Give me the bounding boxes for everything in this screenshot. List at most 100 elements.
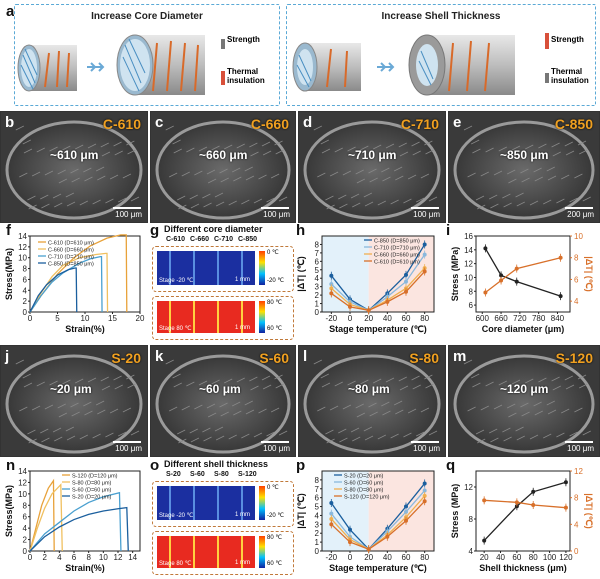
y-tick-label: 4 xyxy=(469,547,474,556)
panel-a-label: a xyxy=(6,3,15,20)
y-tick-label: 12 xyxy=(18,243,27,252)
fiber-strip xyxy=(217,536,219,568)
hot-scale: 1 mm xyxy=(235,325,250,331)
shell-thickness-title: Increase Shell Thickness xyxy=(381,11,501,22)
scale-bar xyxy=(261,207,289,209)
y-tick-label: 4 xyxy=(315,274,320,283)
cold-scale: 1 mm xyxy=(235,512,250,518)
thermal-title: Different core diameter xyxy=(164,224,263,234)
hot-colorbar xyxy=(259,301,265,333)
sample-tag: S-120 xyxy=(555,350,593,366)
y-axis-label: Stress (MPa) xyxy=(450,484,460,539)
y-axis-label: |ΔT| (℃) xyxy=(296,493,306,529)
x-tick-label: 40 xyxy=(383,553,392,562)
legend-entry: S-120 (D=120 μm) xyxy=(344,495,390,501)
panel-q-label: q xyxy=(446,457,456,474)
series-line xyxy=(483,481,567,542)
y-tick-label: 10 xyxy=(18,254,27,263)
sample-tag: S-20 xyxy=(111,350,141,366)
panel-g-thermal-core: Different core diameter C-610 C-660 C-710 C-… xyxy=(150,222,295,340)
sample-tag: S-60 xyxy=(259,350,289,366)
series-line xyxy=(330,483,426,551)
scale-bar-label: 100 μm xyxy=(263,210,290,219)
y-axis-label: Stress(MPa) xyxy=(4,248,14,300)
column-label-c-660: C-660 xyxy=(190,236,210,243)
panel-e-label: e xyxy=(453,114,462,131)
x-tick-label: 0 xyxy=(28,553,33,562)
shell-strength-label: Strength xyxy=(551,35,584,44)
x-tick-label: 840 xyxy=(551,314,565,323)
sem-texture xyxy=(151,346,295,456)
y-right-tick-label: 4 xyxy=(574,520,579,529)
diameter-annotation: ~850 μm xyxy=(500,148,549,162)
x-tick-label: 14 xyxy=(128,553,137,562)
series-line xyxy=(330,495,426,550)
column-label-s-20: S-20 xyxy=(166,471,181,478)
panel-i-label: i xyxy=(446,222,451,239)
x-tick-label: 2 xyxy=(42,553,47,562)
y-tick-label: 0 xyxy=(315,308,320,317)
hot-stage-box: 80 ℃ 60 ℃ Stage 80 ℃ 1 mm xyxy=(152,296,294,340)
panel-f-label: f xyxy=(6,222,11,239)
scale-bar-label: 100 μm xyxy=(567,444,594,453)
fiber-strip xyxy=(241,536,243,568)
panel-g-label: g xyxy=(150,222,160,239)
x-tick-label: -20 xyxy=(326,553,338,562)
legend-entry: S-60 (D=60 μm) xyxy=(344,481,384,487)
fiber-strip xyxy=(217,301,219,333)
x-tick-label: 20 xyxy=(136,314,145,323)
legend-entry: C-610 (D=610 μm) xyxy=(374,260,420,266)
y-right-tick-label: 6 xyxy=(574,275,579,284)
core-thermal-label: Thermal insulation xyxy=(227,67,265,85)
cold-colorbar xyxy=(259,251,265,285)
y-tick-label: 10 xyxy=(464,273,473,282)
x-axis-label: Shell thickness (μm) xyxy=(479,563,567,573)
y-tick-label: 0 xyxy=(315,547,320,556)
y-tick-label: 16 xyxy=(464,232,473,241)
scale-bar-label: 100 μm xyxy=(115,210,142,219)
y-tick-label: 6 xyxy=(315,494,320,503)
scale-bar-label: 200 μm xyxy=(567,210,594,219)
x-tick-label: 120 xyxy=(559,553,573,562)
cold-min-label: -20 ℃ xyxy=(267,278,285,284)
shell-thickness-box: Increase Shell Thickness Strength Therma… xyxy=(286,4,596,106)
legend-entry: S-120 (D=120 μm) xyxy=(72,474,118,480)
x-tick-label: 6 xyxy=(72,553,77,562)
fiber-strip xyxy=(169,251,171,285)
panel-d-label: d xyxy=(303,114,313,131)
hot-stage-label: Stage 80 ℃ xyxy=(159,326,192,332)
legend-entry: C-660 (D=660 μm) xyxy=(48,248,94,254)
sem-image-s-120: m S-120 ~120 μm 100 μm xyxy=(448,345,600,457)
series-line xyxy=(330,271,426,311)
core-diameter-box: Increase Core Diameter Strength Thermal … xyxy=(14,4,280,106)
fiber-strip xyxy=(169,486,171,520)
y-tick-label: 7 xyxy=(315,249,320,258)
scale-bar-label: 100 μm xyxy=(413,444,440,453)
sem-image-s-80: l S-80 ~80 μm 100 μm xyxy=(298,345,446,457)
hot-scale: 1 mm xyxy=(235,560,250,566)
x-tick-label: 15 xyxy=(108,314,117,323)
cold-stage-label: Stage -20 ℃ xyxy=(159,513,194,519)
y-tick-label: 5 xyxy=(315,266,320,275)
y-axis-label: Stress(MPa) xyxy=(4,485,14,537)
fiber-strip xyxy=(169,301,171,333)
panel-o-label: o xyxy=(150,457,160,474)
y-axis-label-right: |ΔT| (℃) xyxy=(584,256,594,292)
fiber-strip xyxy=(193,301,195,333)
cold-region xyxy=(322,236,369,312)
chart-f-stress-strain-core: 0 5 10 15 2002468101214Strain(%)Stress(MPa)C… xyxy=(4,232,145,334)
y-tick-label: 8 xyxy=(23,265,28,274)
hot-max-label: 80 ℃ xyxy=(267,535,283,541)
series-line xyxy=(29,267,78,313)
scale-bar-label: 100 μm xyxy=(413,210,440,219)
sem-texture xyxy=(449,346,599,456)
sample-tag: S-80 xyxy=(409,350,439,366)
y-right-tick-label: 12 xyxy=(574,467,583,476)
hot-min-label: 60 ℃ xyxy=(267,326,283,332)
x-axis-label: Core diameter (μm) xyxy=(482,324,565,334)
panel-h-label: h xyxy=(296,222,306,239)
y-tick-label: 0 xyxy=(23,308,28,317)
axes-frame xyxy=(321,235,435,313)
diameter-annotation: ~660 μm xyxy=(199,148,248,162)
